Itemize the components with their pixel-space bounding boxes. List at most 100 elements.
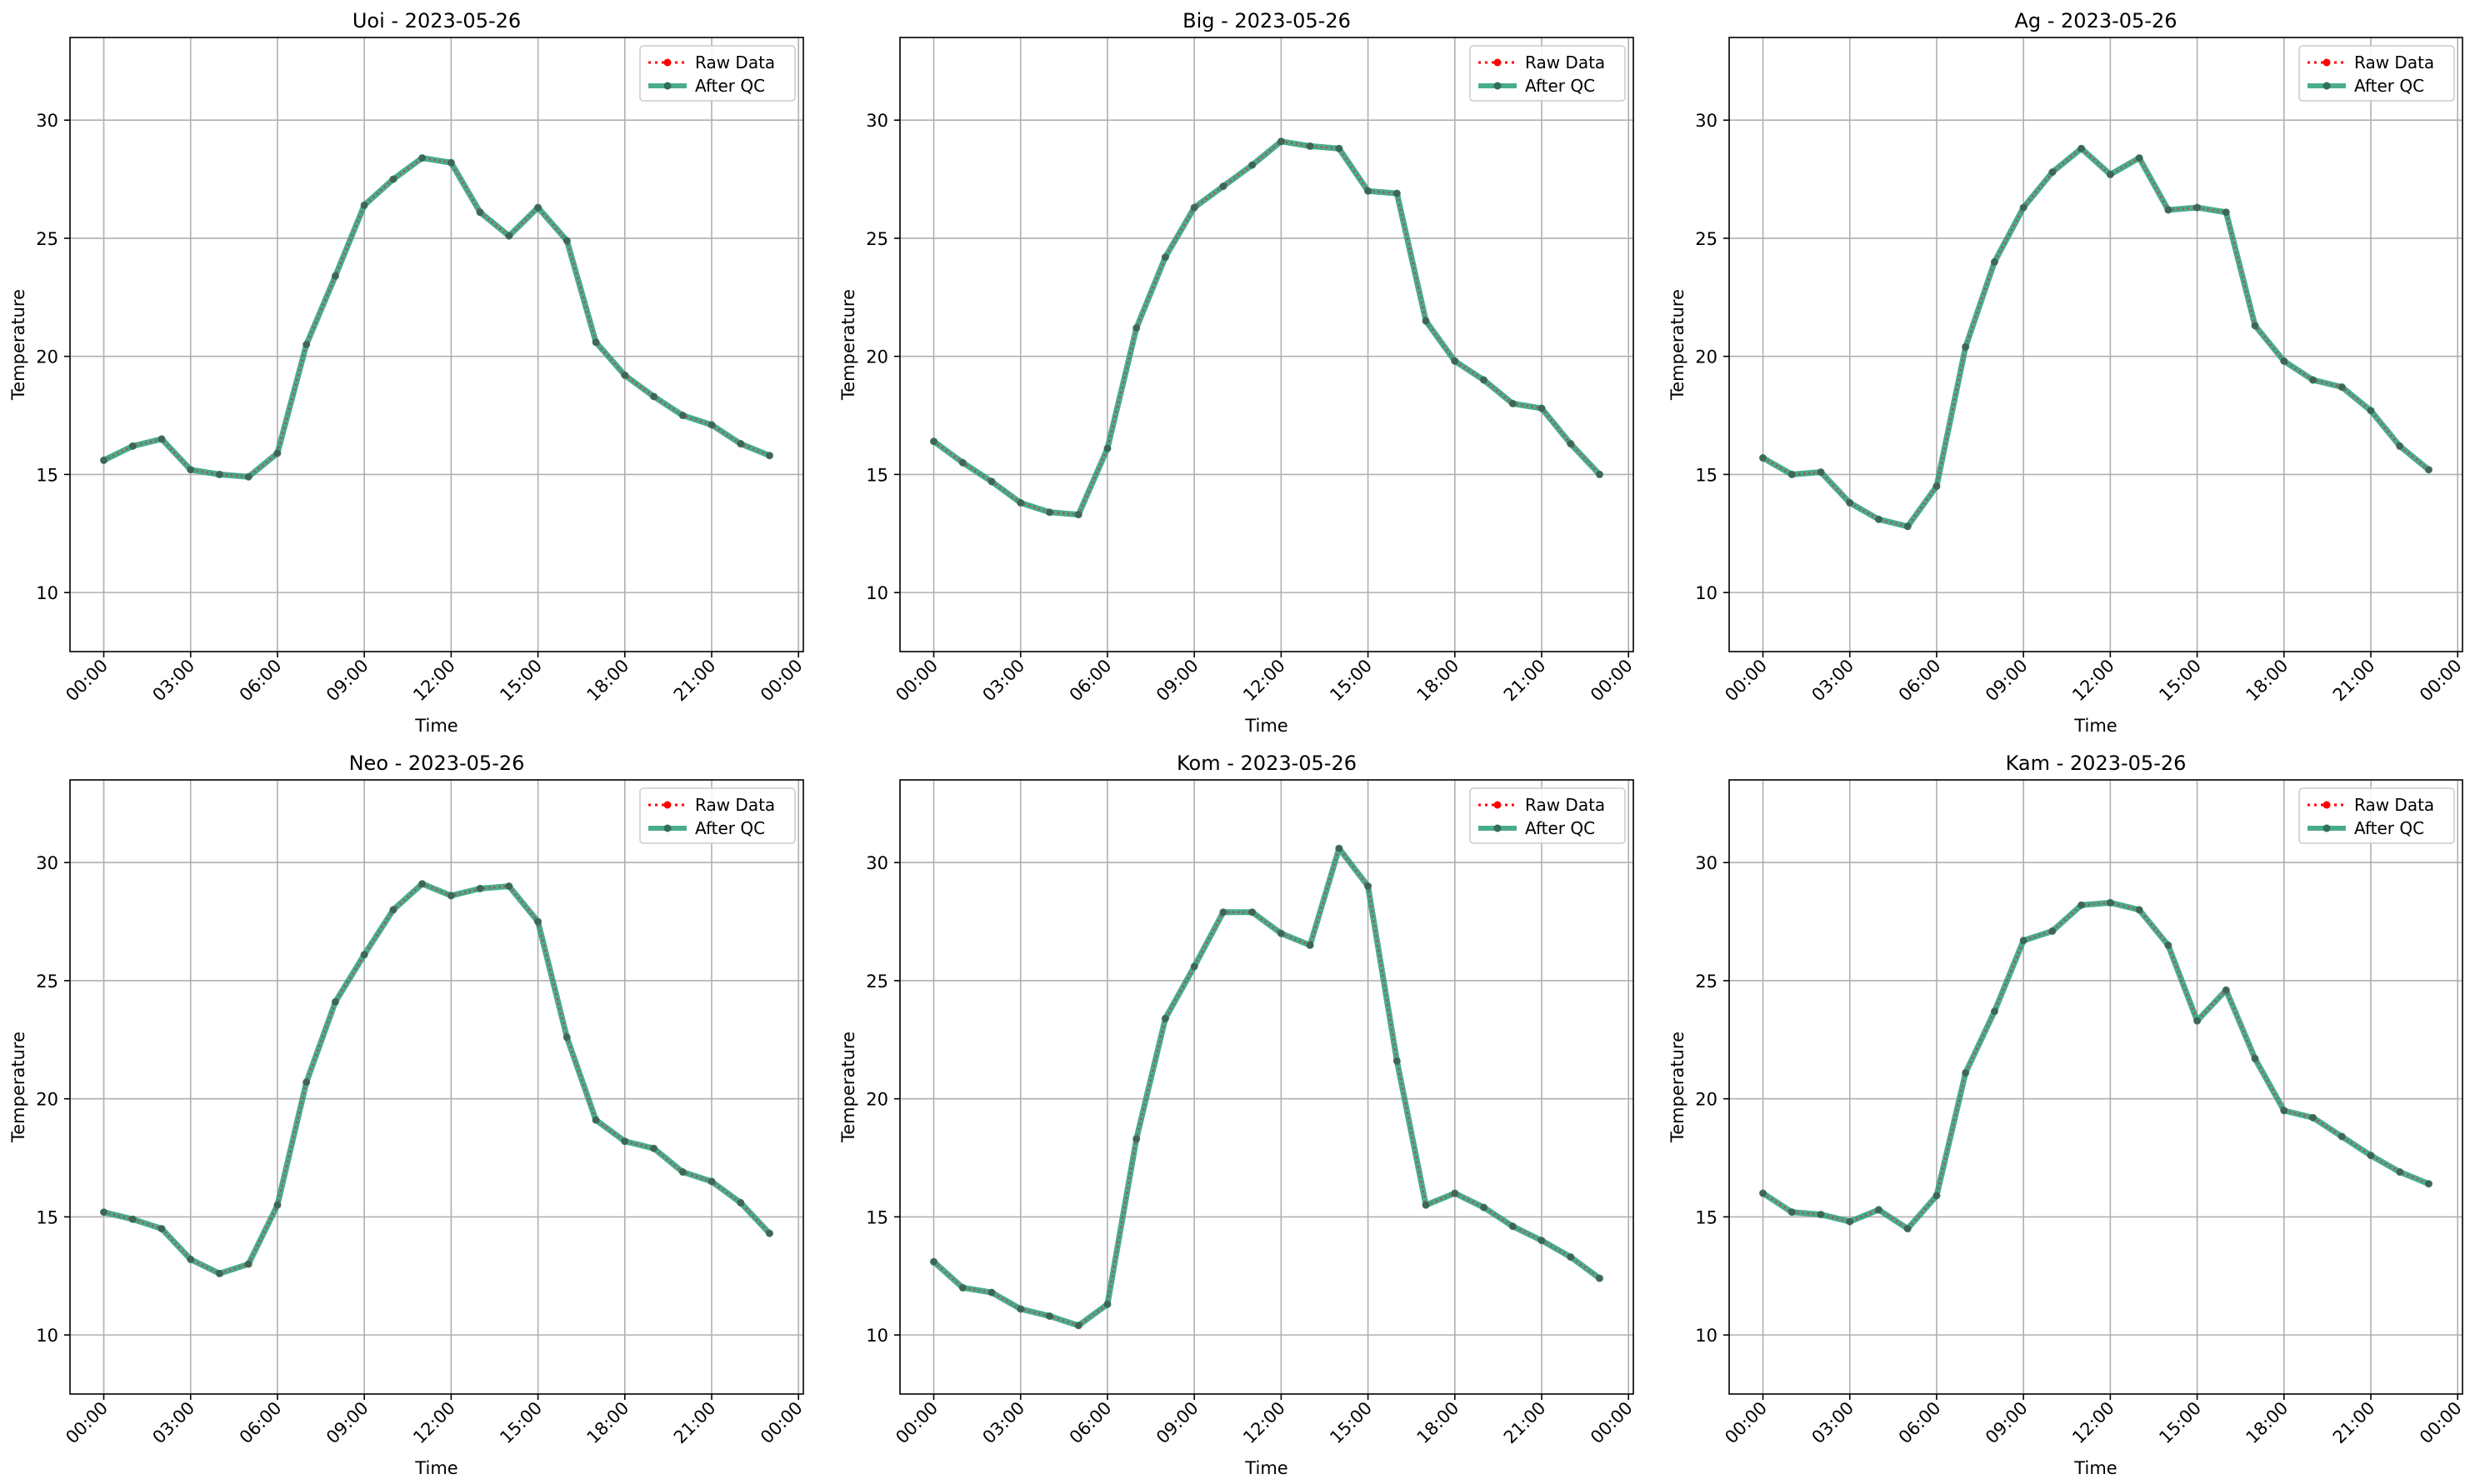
x-tick-label: 15:00 (1326, 656, 1376, 706)
legend-raw-label: Raw Data (2354, 52, 2434, 72)
data-point-after-qc (765, 452, 773, 460)
x-tick-label: 15:00 (496, 656, 546, 706)
y-tick-label: 25 (866, 972, 888, 992)
data-point-after-qc (988, 477, 996, 486)
legend: Raw Data After QC (1469, 45, 1626, 102)
y-tick-label: 30 (1695, 111, 1718, 131)
data-point-after-qc (1306, 941, 1314, 949)
data-point-after-qc (1759, 1189, 1768, 1197)
data-point-after-qc (592, 338, 600, 347)
x-tick-label: 21:00 (1500, 656, 1550, 706)
chart-panel: Ag - 2023-05-26 10 15 20 25 30 00:00 03:00 06:00… (1668, 9, 2466, 736)
data-point-after-qc (1788, 1208, 1796, 1217)
legend-qc-marker (2322, 82, 2331, 90)
x-tick-label: 12:00 (2068, 1398, 2118, 1448)
series-line-after-qc (101, 155, 772, 480)
x-tick-label: 18:00 (2242, 1398, 2292, 1448)
chart-title: Ag - 2023-05-26 (2014, 9, 2177, 32)
x-tick-label: 21:00 (1500, 1398, 1550, 1448)
legend-qc-marker (663, 82, 672, 90)
data-point-after-qc (2135, 154, 2143, 162)
data-point-after-qc (958, 1283, 967, 1292)
chart-title: Kom - 2023-05-26 (1177, 752, 1357, 775)
data-point-after-qc (1817, 468, 1825, 477)
y-tick-label: 20 (36, 1090, 58, 1110)
data-point-after-qc (2164, 941, 2172, 949)
x-tick-label: 06:00 (1895, 656, 1945, 706)
x-tick-label: 03:00 (148, 656, 198, 706)
data-point-after-qc (2424, 1180, 2432, 1188)
data-point-after-qc (1074, 1322, 1082, 1330)
x-tick-label: 03:00 (1808, 1398, 1858, 1448)
data-point-after-qc (534, 203, 542, 212)
data-point-after-qc (158, 435, 166, 443)
data-point-after-qc (1788, 470, 1796, 478)
data-point-after-qc (621, 371, 629, 379)
y-axis-label: Temperature (838, 1032, 858, 1143)
data-point-after-qc (2396, 442, 2404, 450)
y-axis-label: Temperature (8, 1032, 28, 1143)
data-point-after-qc (447, 892, 455, 900)
data-point-after-qc (1045, 1312, 1053, 1320)
x-tick-label: 18:00 (1413, 1398, 1463, 1448)
data-point-after-qc (2164, 206, 2172, 214)
data-point-after-qc (1508, 399, 1517, 407)
data-point-after-qc (2251, 322, 2259, 330)
data-point-after-qc (708, 1177, 716, 1186)
legend-raw-marker (2322, 801, 2331, 809)
data-point-after-qc (1932, 1192, 1941, 1200)
data-point-after-qc (1219, 908, 1228, 917)
x-tick-label: 18:00 (583, 656, 633, 706)
x-tick-label: 18:00 (583, 1398, 633, 1448)
x-tick-label: 00:00 (2416, 656, 2466, 706)
legend: Raw Data After QC (639, 787, 796, 844)
y-tick-label: 25 (36, 229, 58, 249)
data-point-after-qc (476, 208, 484, 217)
data-point-after-qc (2280, 1107, 2288, 1115)
data-point-after-qc (215, 470, 223, 478)
chart-title: Big - 2023-05-26 (1182, 9, 1351, 32)
x-tick-label: 09:00 (1152, 1398, 1202, 1448)
data-point-after-qc (958, 458, 967, 467)
data-point-after-qc (1161, 1014, 1169, 1022)
data-point-after-qc (2019, 937, 2028, 945)
data-point-after-qc (1074, 511, 1082, 519)
x-tick-label: 09:00 (322, 656, 372, 706)
legend-raw-label: Raw Data (1525, 52, 1605, 72)
x-axis-label: Time (2073, 1458, 2117, 1478)
x-tick-label: 03:00 (978, 656, 1028, 706)
series-line-raw-data (102, 157, 770, 478)
data-point-after-qc (1161, 253, 1169, 262)
data-point-after-qc (187, 1255, 195, 1263)
x-tick-label: 18:00 (1413, 656, 1463, 706)
data-point-after-qc (1874, 1206, 1882, 1214)
data-point-after-qc (988, 1288, 996, 1297)
data-point-after-qc (158, 1225, 166, 1233)
data-point-after-qc (302, 1078, 311, 1087)
data-point-after-qc (476, 884, 484, 892)
data-point-after-qc (2048, 927, 2057, 935)
y-tick-label: 15 (36, 1207, 58, 1227)
series-line-raw-data (932, 846, 1601, 1327)
data-point-after-qc (1190, 962, 1198, 971)
data-point-after-qc (418, 880, 427, 888)
x-tick-label: 00:00 (892, 1398, 942, 1448)
y-tick-label: 20 (1695, 1090, 1718, 1110)
legend-qc-label: After QC (2354, 76, 2424, 96)
x-tick-label: 00:00 (62, 656, 112, 706)
series-line-after-qc (931, 845, 1602, 1329)
y-tick-label: 25 (866, 229, 888, 249)
legend-qc-label: After QC (695, 818, 765, 838)
data-point-after-qc (2078, 901, 2086, 909)
data-point-after-qc (678, 412, 687, 420)
data-point-after-qc (1480, 376, 1488, 384)
y-tick-label: 15 (866, 1207, 888, 1227)
y-tick-label: 15 (1695, 465, 1718, 485)
x-tick-label: 00:00 (1721, 1398, 1771, 1448)
x-tick-label: 06:00 (1066, 1398, 1116, 1448)
data-point-after-qc (562, 1033, 571, 1042)
x-tick-label: 09:00 (1982, 1398, 2032, 1448)
data-point-after-qc (1017, 1305, 1025, 1313)
legend-qc-marker (1493, 82, 1502, 90)
data-point-after-qc (1132, 324, 1141, 332)
